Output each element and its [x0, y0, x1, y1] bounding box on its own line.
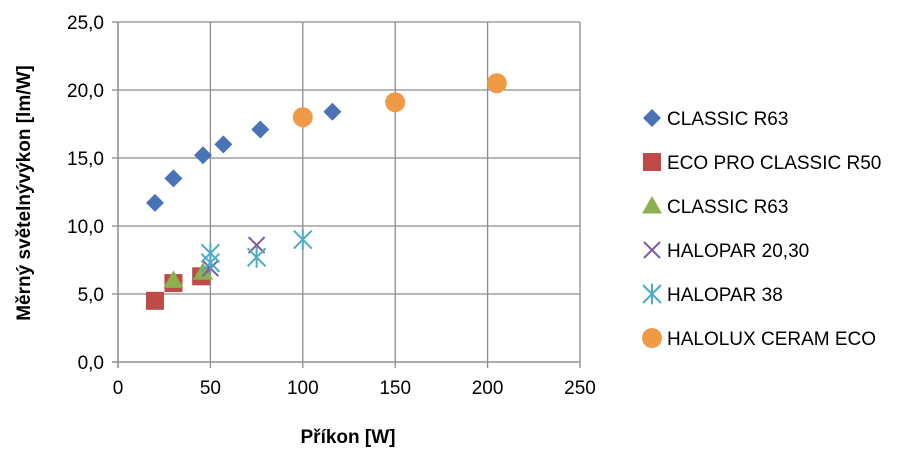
data-point: [486, 73, 507, 94]
data-point: [164, 169, 183, 188]
legend-marker: [642, 328, 662, 348]
data-marks: [145, 73, 507, 310]
data-point: [323, 102, 342, 121]
legend-label: HALOLUX CERAM ECO: [667, 329, 876, 350]
legend-item: HALOLUX CERAM ECO: [642, 328, 876, 350]
legend-marker: [642, 283, 662, 305]
data-point: [200, 252, 221, 274]
legend-item: HALOPAR 20,30: [643, 241, 809, 262]
y-tick-label: 25,0: [67, 13, 104, 34]
data-point: [194, 146, 213, 165]
data-point: [163, 270, 184, 288]
data-point: [293, 229, 313, 250]
x-tick-label: 250: [564, 378, 596, 399]
legend-marker: [643, 153, 661, 171]
x-tick-label: 150: [379, 378, 411, 399]
data-point: [145, 193, 164, 212]
data-point: [214, 135, 233, 154]
legend: CLASSIC R63 ECO PRO CLASSIC R50 CLASSIC R6…: [642, 109, 881, 350]
legend-label: CLASSIC R63: [667, 197, 788, 218]
series-5: [200, 229, 313, 274]
y-axis-label: Měrný světelnývýkon [lm/W]: [14, 65, 35, 321]
legend-item: CLASSIC R63: [642, 196, 788, 218]
x-tick-label: 0: [113, 378, 124, 399]
y-tick-label: 10,0: [67, 217, 104, 238]
x-tick-label: 50: [200, 378, 221, 399]
series-1: [145, 102, 342, 212]
y-tick-label: 20,0: [67, 81, 104, 102]
grid: [117, 21, 581, 363]
legend-label: HALOPAR 38: [667, 285, 783, 306]
series-6: [292, 73, 507, 128]
y-tick-label: 15,0: [67, 149, 104, 170]
legend-marker: [642, 196, 662, 214]
legend-marker: [643, 109, 661, 127]
legend-marker: [643, 241, 661, 259]
x-tick-label: 200: [472, 378, 504, 399]
legend-label: ECO PRO CLASSIC R50: [667, 153, 881, 174]
x-axis-label: Příkon [W]: [301, 427, 396, 448]
legend-label: CLASSIC R63: [667, 109, 788, 130]
data-point: [246, 246, 267, 268]
data-point: [385, 92, 406, 113]
data-point: [145, 291, 164, 310]
legend-item: HALOPAR 38: [642, 283, 783, 306]
marker-stroke: [247, 236, 266, 254]
y-tick-label: 5,0: [78, 285, 104, 306]
legend-item: CLASSIC R63: [643, 109, 788, 130]
data-point: [292, 107, 313, 128]
y-tick-label: 0,0: [78, 353, 104, 374]
marker-stroke: [643, 241, 661, 259]
legend-label: HALOPAR 20,30: [667, 241, 809, 262]
data-point: [251, 120, 270, 139]
data-point: [247, 236, 266, 254]
x-tick-label: 100: [287, 378, 319, 399]
legend-item: ECO PRO CLASSIC R50: [643, 153, 881, 174]
axes: 0,0 5,0 10,0 15,0 20,0 25,0 0 50 100 150 200 250: [67, 13, 596, 399]
